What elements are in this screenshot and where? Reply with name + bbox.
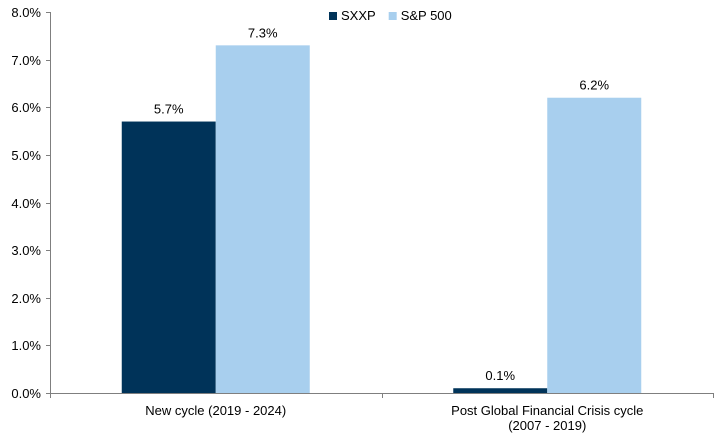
legend-swatch — [329, 12, 337, 20]
y-axis: 0.0% 1.0% 2.0% 3.0% 4.0% 5.0% 6.0% 7.0% 8.0% — [11, 5, 51, 401]
legend-label: SXXP — [341, 8, 376, 23]
y-tick-label: 1.0% — [11, 338, 41, 353]
x-axis: New cycle (2019 - 2024) Post Global Finan… — [50, 393, 714, 433]
x-category-label: (2007 - 2019) — [508, 418, 586, 433]
legend-label: S&P 500 — [401, 8, 452, 23]
x-category-label: Post Global Financial Crisis cycle — [451, 403, 643, 418]
bars: 5.7% 7.3% 0.1% 6.2% — [121, 25, 642, 394]
y-tick-label: 6.0% — [11, 100, 41, 115]
legend-swatch — [388, 12, 397, 20]
data-label: 5.7% — [154, 102, 184, 117]
y-tick-label: 2.0% — [11, 291, 41, 306]
y-tick-label: 7.0% — [11, 53, 41, 68]
bar-sxxp — [453, 388, 548, 393]
data-label: 7.3% — [248, 25, 278, 40]
y-tick-label: 3.0% — [11, 243, 41, 258]
bar-sxxp — [121, 121, 216, 393]
data-label: 6.2% — [579, 78, 609, 93]
y-tick-label: 5.0% — [11, 148, 41, 163]
y-tick-label: 0.0% — [11, 386, 41, 401]
x-category-label: New cycle (2019 - 2024) — [145, 403, 286, 418]
data-label: 0.1% — [485, 368, 515, 383]
bar-s-p-500 — [215, 45, 310, 394]
y-tick-label: 8.0% — [11, 5, 41, 20]
legend: SXXP S&P 500 — [329, 8, 452, 23]
y-tick-label: 4.0% — [11, 196, 41, 211]
bar-s-p-500 — [547, 97, 642, 393]
